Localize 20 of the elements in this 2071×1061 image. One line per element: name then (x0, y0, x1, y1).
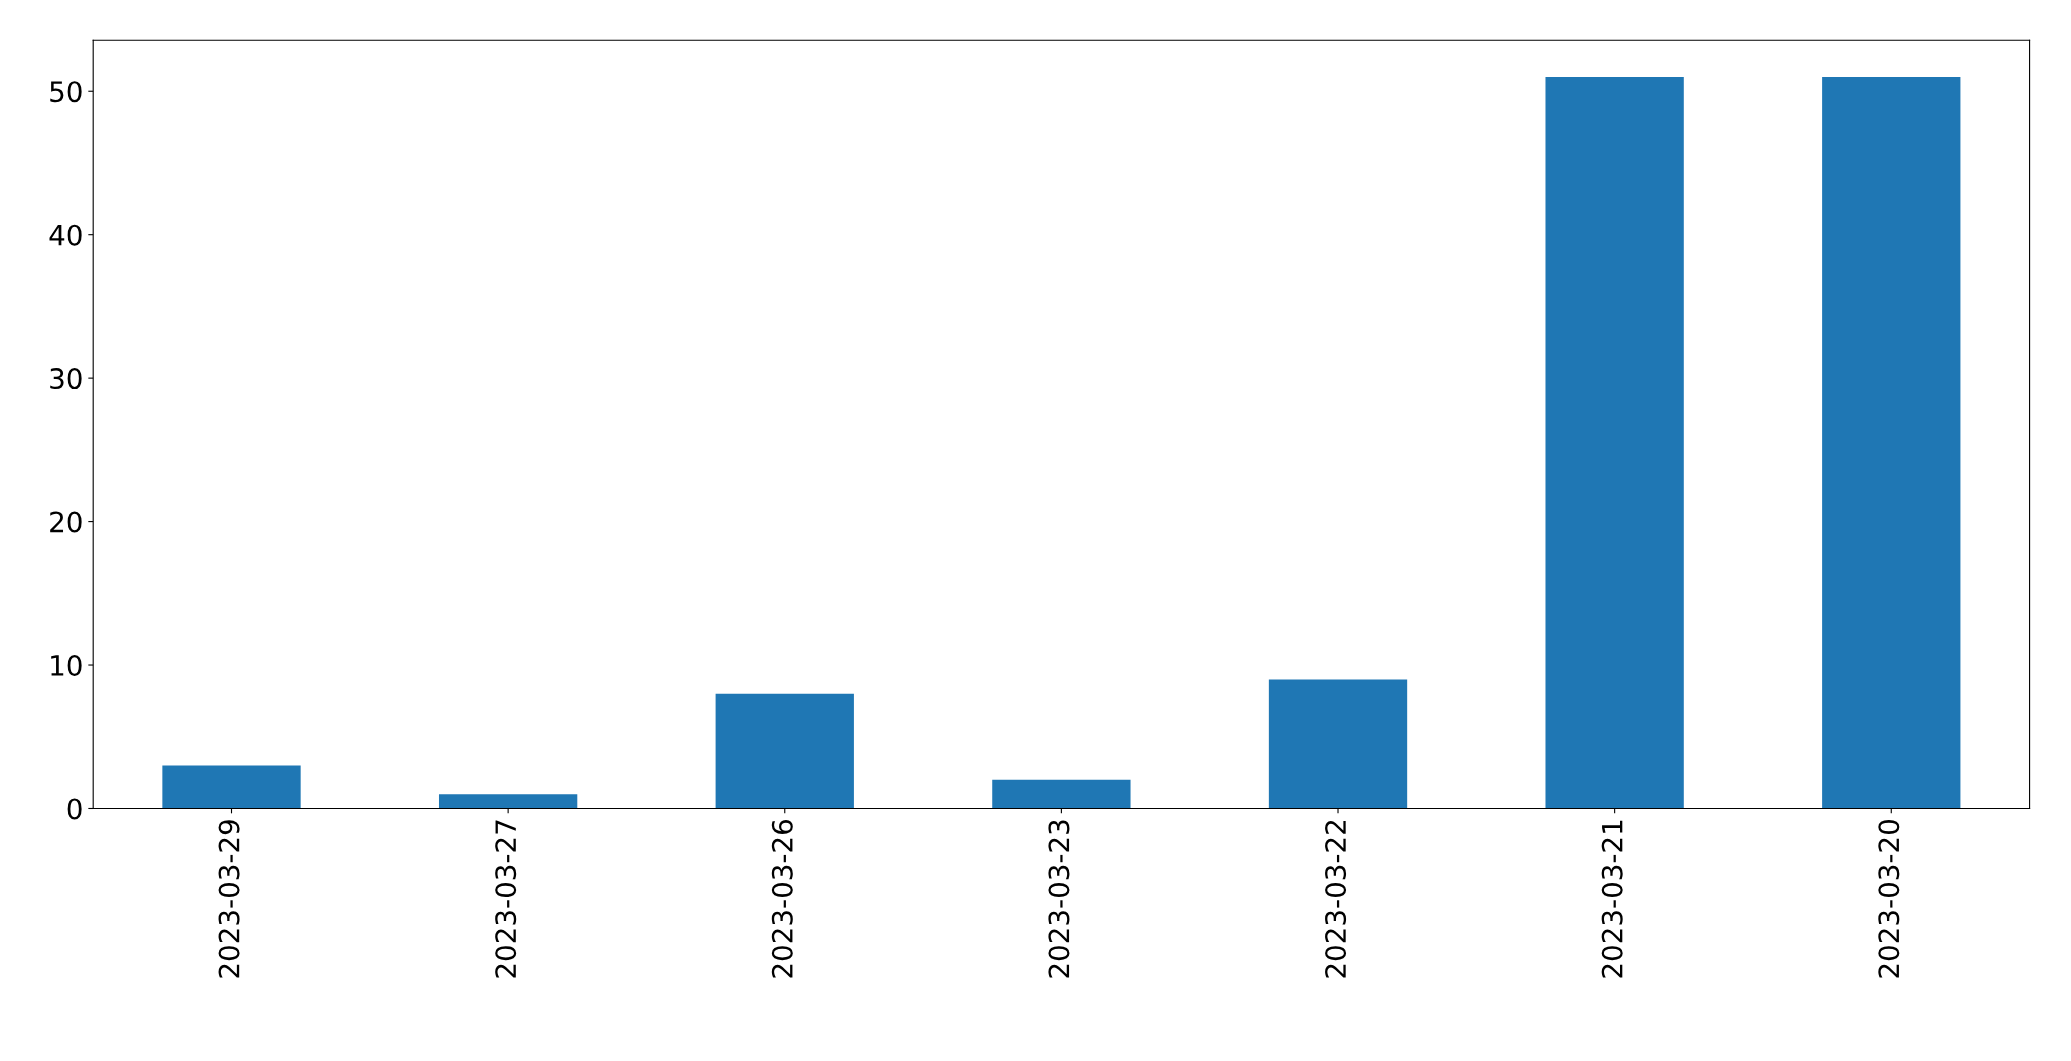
x-tick-label: 2023-03-26 (771, 819, 793, 978)
bar (1545, 76, 1684, 809)
y-tick-label: 20 (50, 511, 82, 533)
x-tick-label: 2023-03-29 (218, 820, 240, 978)
bar (992, 779, 1131, 809)
y-tick-label: 40 (49, 224, 82, 246)
x-tick-label: 2023-03-21 (1601, 820, 1623, 978)
bar (1822, 76, 1961, 809)
x-tick-label: 2023-03-22 (1325, 820, 1347, 978)
x-tick-label: 2023-03-23 (1048, 820, 1070, 978)
y-tick-label: 10 (51, 654, 82, 676)
x-tick-label: 2023-03-20 (1878, 820, 1900, 978)
y-tick-label: 50 (50, 81, 82, 103)
bar (162, 765, 301, 809)
bar (1268, 679, 1408, 809)
y-tick-label: 30 (50, 368, 82, 390)
x-tick-label: 2023-03-27 (495, 820, 517, 978)
y-tick-label: 0 (67, 798, 82, 820)
bar (715, 693, 854, 809)
bar (438, 794, 578, 809)
